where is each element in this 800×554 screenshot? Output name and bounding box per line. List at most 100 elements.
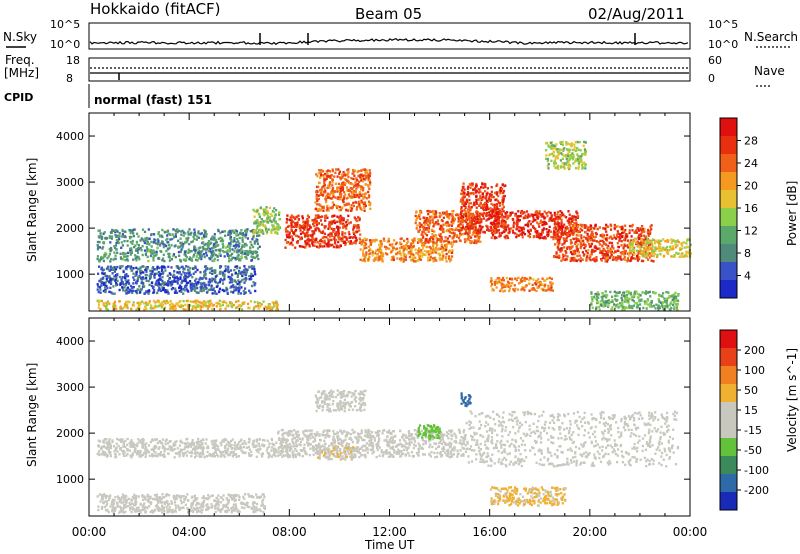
power-cell (318, 169, 321, 172)
power-cell (211, 272, 214, 275)
power-cell (197, 236, 200, 239)
power-cell (193, 246, 196, 249)
power-cell (427, 218, 430, 222)
power-cell (214, 253, 218, 257)
power-cell (210, 266, 213, 270)
power-cell (596, 227, 599, 231)
power-cell (223, 230, 226, 233)
power-cell (236, 255, 239, 258)
power-cell (159, 288, 162, 291)
power-cell (154, 301, 157, 304)
power-cell (451, 214, 454, 218)
power-cell (360, 242, 363, 245)
date-title: 02/Aug/2011 (588, 5, 685, 23)
power-cell (176, 228, 179, 231)
power-cell (369, 207, 372, 210)
power-cell (471, 184, 474, 187)
power-cell (273, 207, 276, 210)
freq-frame (88, 57, 691, 82)
power-cell (319, 190, 323, 193)
power-cell (188, 258, 191, 261)
power-cell (348, 181, 351, 185)
power-cell (347, 202, 350, 205)
power-cell (223, 275, 226, 279)
power-cell (677, 241, 681, 244)
power-cell (118, 275, 121, 279)
power-cell (174, 232, 177, 235)
power-cell (167, 265, 170, 268)
power-cell (315, 197, 318, 201)
power-cell (628, 224, 632, 228)
power-cell (217, 248, 220, 252)
power-cell (558, 254, 561, 257)
power-cell (480, 186, 483, 189)
power-cell (448, 255, 451, 258)
power-cell (360, 179, 363, 182)
power-cell (204, 287, 207, 291)
power-cell (522, 231, 525, 234)
power-cell (108, 275, 111, 278)
power-cell (244, 228, 247, 232)
power-cell (341, 231, 344, 234)
power-cell (285, 221, 288, 224)
power-cell (123, 230, 126, 233)
power-cell (241, 252, 244, 256)
power-cell (219, 248, 222, 251)
power-cell (494, 191, 497, 195)
power-cell (121, 286, 124, 289)
power-cell (628, 254, 631, 257)
power-cell (198, 301, 201, 304)
power-cell (330, 191, 333, 194)
power-cell (173, 278, 176, 281)
power-cell (196, 287, 199, 290)
power-cell (182, 287, 185, 291)
power-cell (267, 305, 270, 308)
power-cell (343, 172, 346, 176)
power-cell (528, 235, 532, 239)
power-cell (96, 240, 99, 244)
power-cell (172, 305, 175, 308)
power-cell (352, 185, 356, 188)
power-cell (496, 277, 499, 280)
power-cell (468, 215, 471, 219)
power-cell (147, 259, 150, 263)
power-cell (327, 169, 330, 172)
power-cell (236, 305, 239, 309)
power-cell (98, 229, 101, 232)
power-cell (148, 277, 152, 280)
power-cell (428, 238, 431, 242)
power-cell (403, 252, 406, 256)
power-cell (340, 176, 343, 179)
power-cell (250, 259, 253, 262)
power-cell (306, 225, 309, 228)
nsearch-tick-bottom: 10^0 (708, 38, 738, 51)
power-cell (421, 230, 424, 234)
power-cell (100, 281, 103, 285)
power-cell (253, 306, 256, 309)
power-cell (161, 301, 164, 304)
power-cell (576, 215, 579, 218)
power-cell (180, 290, 183, 294)
power-cell (126, 258, 129, 261)
power-cell (167, 280, 170, 283)
power-cell (408, 250, 411, 253)
power-cell (150, 304, 153, 307)
power-cell (177, 245, 180, 248)
power-cell (675, 251, 678, 255)
power-cell (514, 214, 517, 217)
power-cell (129, 267, 132, 270)
power-cell (360, 194, 363, 197)
power-cell (404, 244, 408, 247)
power-cell (252, 256, 255, 259)
power-cell (191, 305, 194, 308)
power-cell (624, 249, 627, 253)
power-cell (210, 286, 213, 289)
power-cell (418, 258, 421, 261)
power-cell (132, 304, 135, 307)
power-cell (164, 288, 167, 292)
power-cell (257, 302, 260, 305)
power-cell (290, 221, 293, 225)
power-cell (234, 256, 237, 260)
power-cell (185, 255, 188, 259)
power-cell (178, 245, 181, 248)
